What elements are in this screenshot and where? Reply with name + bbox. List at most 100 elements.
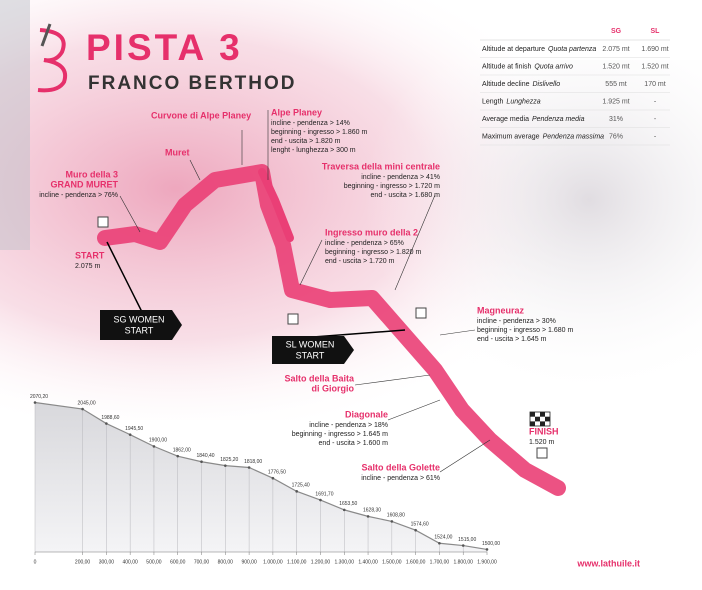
cell: 2.075 mt xyxy=(602,46,629,53)
cell: 170 mt xyxy=(644,81,665,88)
annotation-text: incline - pendenza > 65% xyxy=(325,240,404,247)
annotation-title: Salto della Baita xyxy=(284,373,355,383)
profile-point xyxy=(319,498,322,502)
x-tick-label: 1.800,00 xyxy=(453,559,473,565)
data-label: 1653,50 xyxy=(339,501,357,507)
cell: 31% xyxy=(609,116,623,123)
cell: - xyxy=(654,133,657,140)
data-label: 1524,00 xyxy=(434,535,452,541)
profile-point xyxy=(295,490,298,493)
annotation-text: 1.520 m xyxy=(529,439,554,446)
annotation-text: beginning - ingresso > 1.680 m xyxy=(477,327,573,334)
label-italic: Lunghezza xyxy=(506,98,540,105)
table-header: SL xyxy=(651,28,661,35)
data-label: 1900,00 xyxy=(149,438,167,444)
label: Altitude at finish xyxy=(482,63,532,70)
annotation-title: Alpe Planey xyxy=(271,107,322,117)
annotation-title: Salto della Golette xyxy=(361,462,440,472)
x-tick-label: 1.500,00 xyxy=(382,559,402,565)
annotation-text: end - uscita > 1.645 m xyxy=(477,336,547,343)
marker-label: START xyxy=(296,350,325,360)
data-label: 1725,40 xyxy=(292,483,310,489)
profile-point xyxy=(414,528,417,532)
x-tick-label: 200,00 xyxy=(75,559,91,565)
x-tick-label: 300,00 xyxy=(99,559,115,565)
x-tick-label: 800,00 xyxy=(218,559,234,565)
background-wash xyxy=(0,0,30,250)
ski-track xyxy=(97,164,566,496)
annotation-text: end - uscita > 1.820 m xyxy=(271,138,341,145)
x-tick-label: 1.400,00 xyxy=(358,559,378,565)
cell: 1.690 mt xyxy=(641,46,668,53)
url: www.lathuile.it xyxy=(576,558,640,568)
annotation-title: FINISH xyxy=(529,426,559,436)
x-tick-label: 1.000,00 xyxy=(263,559,283,565)
cell: 1.925 mt xyxy=(602,98,629,105)
cell: 555 mt xyxy=(605,81,626,88)
x-tick-label: 500,00 xyxy=(146,559,162,565)
annotation-title: Magneuraz xyxy=(477,305,525,315)
label-italic: Dislivello xyxy=(532,81,560,88)
elevation-profile: 2070,20 2045,00 1988,60 1945,50 1900,00 1862,… xyxy=(30,394,500,565)
x-tick-label: 600,00 xyxy=(170,559,186,565)
profile-point xyxy=(200,460,203,464)
label-italic: Pendenza massima xyxy=(543,133,605,140)
annotation-title: di Giorgio xyxy=(312,383,355,393)
title: PISTA 3 xyxy=(86,27,243,68)
marker-label: SL WOMEN xyxy=(286,339,335,349)
data-label: 1691,70 xyxy=(315,491,333,497)
data-label: 1945,50 xyxy=(125,426,143,432)
label: Average media xyxy=(482,116,529,123)
profile-point xyxy=(366,515,370,518)
cell: 1.520 mt xyxy=(602,63,629,70)
finish-flag xyxy=(529,411,551,427)
row-label: Length Lunghezza xyxy=(482,98,541,105)
background-wash xyxy=(250,60,702,460)
annotation-text: incline - pendenza > 14% xyxy=(271,120,350,127)
annotation-title: Ingresso muro della 2 xyxy=(325,227,418,237)
profile-point xyxy=(152,445,156,448)
profile-point xyxy=(81,407,84,411)
x-tick-label: 1.900,00 xyxy=(477,559,497,565)
table-header: SG xyxy=(611,28,622,35)
profile-area xyxy=(35,402,487,552)
label: Altitude decline xyxy=(482,81,530,88)
cell: 76% xyxy=(609,133,623,140)
annotation-text: incline - pendenza > 41% xyxy=(361,174,440,181)
data-label: 1608,80 xyxy=(387,513,405,519)
annotation-text: beginning - ingresso > 1.860 m xyxy=(271,129,367,136)
annotation-title: Diagonale xyxy=(345,409,388,419)
x-tick-label: 1.700,00 xyxy=(430,559,450,565)
x-tick-label: 700,00 xyxy=(194,559,210,565)
profile-point xyxy=(271,476,275,480)
profile-point xyxy=(247,466,251,469)
annotation-title: GRAND MURET xyxy=(51,179,119,189)
marker-label: SG WOMEN xyxy=(114,314,165,324)
profile-point xyxy=(342,508,346,512)
cell: - xyxy=(654,98,657,105)
annotation-text: incline - pendenza > 76% xyxy=(39,192,118,199)
label-italic: Quota partenza xyxy=(548,46,596,53)
profile-point xyxy=(33,401,37,404)
x-tick-label: 400,00 xyxy=(123,559,139,565)
x-tick-label: 1.100,00 xyxy=(287,559,307,565)
data-label: 1818,00 xyxy=(244,459,262,465)
table: Altitude at departure Quota partenza 2.075… xyxy=(480,46,670,146)
label: Altitude at departure xyxy=(482,46,545,53)
profile-point xyxy=(128,433,132,436)
data-label: 1988,60 xyxy=(101,415,119,421)
data-label: 2045,00 xyxy=(78,400,96,406)
data-label: 1500,00 xyxy=(482,541,500,547)
marker-box xyxy=(100,310,182,340)
x-tick-label: 1.200,00 xyxy=(311,559,331,565)
cell: - xyxy=(654,116,657,123)
profile-point xyxy=(438,541,441,545)
x-tick-label: 0 xyxy=(34,559,37,565)
profile-point xyxy=(461,544,465,547)
profile-point xyxy=(176,454,180,458)
x-tick-label: 900,00 xyxy=(241,559,257,565)
annotation-title: Curvone di Alpe Planey xyxy=(151,110,251,120)
annotation-title: Traversa della mini centrale xyxy=(322,161,440,171)
profile-point xyxy=(390,520,394,523)
